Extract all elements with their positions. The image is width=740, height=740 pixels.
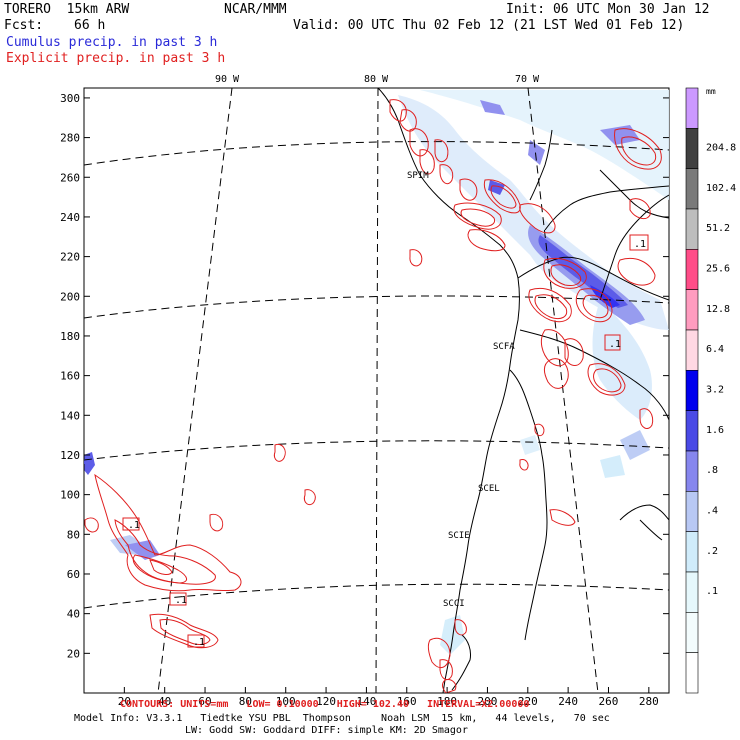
station-scci: SCCI: [443, 599, 465, 609]
init-time: Init: 06 UTC Mon 30 Jan 12: [506, 2, 710, 17]
color-bar-swatch-1: [685, 128, 699, 169]
color-bar-label-11: .1: [706, 586, 718, 597]
color-bar-swatch-3: [685, 208, 699, 250]
y-tick-label-160: 160: [60, 370, 80, 383]
station-spim: SPIM: [407, 171, 429, 181]
color-bar-swatch-11: [685, 531, 699, 573]
color-bar-swatch-14: [685, 652, 699, 694]
x-tick-label-40: 40: [158, 695, 171, 708]
lon-label-70w: 70 W: [515, 74, 540, 85]
lon-label-80w: 80 W: [364, 74, 389, 85]
color-bar-label-6: 3.2: [706, 385, 724, 396]
color-bar-label-7: 1.6: [706, 425, 724, 436]
valid-time: Valid: 00 UTC Thu 02 Feb 12 (21 LST Wed …: [293, 18, 685, 33]
x-tick-label-120: 120: [316, 695, 336, 708]
forecast-label: Fcst:: [4, 18, 44, 33]
y-tick-label-300: 300: [60, 92, 80, 105]
color-bar-label-3: 25.6: [706, 264, 730, 275]
cumulus-field-label: Cumulus precip. in past 3 h: [6, 35, 218, 50]
low-label-2: .1: [175, 595, 187, 606]
color-bar-swatch-2: [685, 168, 699, 210]
x-tick-label-280: 280: [639, 695, 659, 708]
color-bar-label-2: 51.2: [706, 223, 730, 234]
x-tick-label-260: 260: [599, 695, 619, 708]
low-label-4: .1: [609, 339, 621, 350]
station-labels: SPIM SCFA SCEL SCIE SCCI: [407, 171, 515, 609]
y-tick-label-180: 180: [60, 330, 80, 343]
forecast-hours: 66 h: [74, 18, 106, 33]
x-tick-label-140: 140: [356, 695, 376, 708]
color-bar-swatch-4: [685, 249, 699, 290]
y-axis: 20 40 60 80 100 120 140 160 180 200 220 240 260 280 30…: [60, 92, 669, 660]
y-tick-label-100: 100: [60, 489, 80, 502]
x-tick-label-220: 220: [518, 695, 538, 708]
color-bar-label-8: .8: [706, 465, 718, 476]
y-tick-label-120: 120: [60, 449, 80, 462]
color-bar-swatch-5: [685, 289, 699, 331]
x-tick-label-20: 20: [118, 695, 131, 708]
color-bar-label-10: .2: [706, 546, 718, 557]
y-tick-label-240: 240: [60, 211, 80, 224]
color-bar-label-4: 12.8: [706, 304, 730, 315]
color-bar: mm 204.8 102.4 51.2 25.6 12.8 6.4 3.2 1.6 .8 .4 .2.…: [685, 87, 736, 694]
station-scfa: SCFA: [493, 342, 515, 352]
low-label-5: .1: [634, 239, 646, 250]
graticule: [84, 88, 669, 693]
x-axis: 20 40 60 80 100 120 140 160 180 200 220 240 260 280: [118, 687, 659, 708]
model-info-line2: LW: Godd SW: Goddard DIFF: simple KM: 2D…: [185, 725, 468, 736]
coastline: [377, 88, 669, 693]
explicit-field-label: Explicit precip. in past 3 h: [6, 51, 226, 66]
color-bar-swatch-10: [685, 491, 699, 532]
y-tick-label-40: 40: [67, 608, 80, 621]
lon-label-90w: 90 W: [215, 74, 240, 85]
y-tick-label-80: 80: [67, 528, 80, 541]
color-bar-swatch-8: [685, 410, 699, 452]
model-title: TORERO 15km ARW: [4, 2, 130, 17]
y-tick-label-20: 20: [67, 647, 80, 660]
color-bar-label-5: 6.4: [706, 344, 724, 355]
color-bar-label-0: 204.8: [706, 143, 736, 154]
color-bar-label-1: 102.4: [706, 183, 736, 194]
x-tick-label-200: 200: [478, 695, 498, 708]
longitude-labels: 90 W 80 W 70 W: [215, 74, 540, 85]
color-bar-unit: mm: [706, 87, 716, 96]
x-tick-label-240: 240: [558, 695, 578, 708]
x-tick-label-100: 100: [276, 695, 296, 708]
color-bar-swatch-9: [685, 450, 699, 492]
model-info-line1: Model Info: V3.3.1 Tiedtke YSU PBL Thomp…: [74, 713, 610, 724]
x-tick-label-80: 80: [239, 695, 252, 708]
contour-info: CONTOURS: UNITS=mm LOW= 0.10000 HIGH= 10…: [120, 699, 530, 710]
organization-label: NCAR/MMM: [224, 2, 287, 17]
low-label-3: .1: [193, 637, 205, 648]
y-tick-label-220: 220: [60, 251, 80, 264]
station-scel: SCEL: [478, 484, 500, 494]
color-bar-label-9: .4: [706, 506, 718, 517]
color-bar-swatch-13: [685, 612, 699, 653]
color-bar-swatch-12: [685, 571, 699, 613]
y-tick-label-140: 140: [60, 409, 80, 422]
low-label-1: .1: [128, 520, 140, 531]
color-bar-swatch-7: [685, 370, 699, 411]
y-tick-label-260: 260: [60, 171, 80, 184]
y-tick-label-280: 280: [60, 132, 80, 145]
x-tick-label-160: 160: [397, 695, 417, 708]
color-bar-swatch-6: [685, 329, 699, 371]
color-bar-swatch-0: [685, 87, 699, 129]
low-labels: .1 .1 .1 .1 .1: [128, 239, 646, 648]
station-scie: SCIE: [448, 531, 470, 541]
x-tick-label-180: 180: [437, 695, 457, 708]
explicit-precip-contours: [84, 99, 662, 693]
cumulus-precip-shading: [84, 90, 669, 655]
x-tick-label-60: 60: [198, 695, 211, 708]
y-tick-label-200: 200: [60, 290, 80, 303]
y-tick-label-60: 60: [67, 568, 80, 581]
